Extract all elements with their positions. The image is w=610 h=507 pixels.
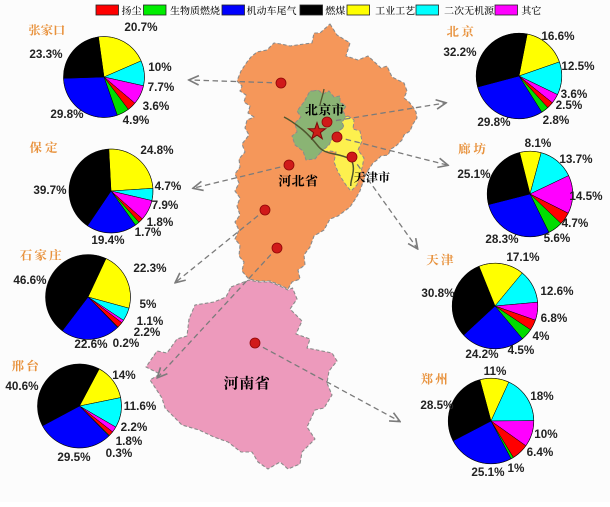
svg-text:32.2%: 32.2% [443, 46, 477, 59]
svg-text:22.3%: 22.3% [133, 262, 167, 275]
svg-text:6.8%: 6.8% [541, 312, 568, 325]
svg-text:2.8%: 2.8% [543, 114, 570, 127]
svg-text:10%: 10% [148, 61, 172, 74]
svg-text:5%: 5% [140, 298, 158, 311]
svg-text:14%: 14% [112, 369, 136, 382]
svg-text:4.9%: 4.9% [123, 114, 150, 127]
svg-text:40.6%: 40.6% [5, 380, 39, 393]
svg-text:13.7%: 13.7% [559, 153, 593, 166]
svg-text:11%: 11% [484, 365, 507, 378]
svg-text:25.1%: 25.1% [471, 466, 505, 479]
svg-text:11.6%: 11.6% [124, 400, 157, 413]
svg-text:29.5%: 29.5% [57, 451, 91, 464]
svg-text:17.1%: 17.1% [506, 251, 540, 264]
svg-text:7.7%: 7.7% [148, 81, 175, 94]
svg-text:2.5%: 2.5% [556, 99, 583, 112]
svg-text:1.8%: 1.8% [116, 435, 143, 448]
svg-text:4.7%: 4.7% [562, 217, 589, 230]
svg-text:19.4%: 19.4% [91, 234, 125, 247]
svg-text:5.6%: 5.6% [544, 232, 571, 245]
svg-text:12.5%: 12.5% [561, 60, 595, 73]
svg-text:22.6%: 22.6% [74, 338, 108, 351]
svg-text:28.3%: 28.3% [485, 233, 519, 246]
svg-text:23.3%: 23.3% [29, 48, 63, 61]
svg-text:4%: 4% [533, 330, 551, 343]
svg-text:4.5%: 4.5% [508, 344, 535, 357]
svg-text:46.6%: 46.6% [13, 274, 47, 287]
svg-text:2.2%: 2.2% [134, 326, 161, 339]
svg-text:39.7%: 39.7% [33, 184, 67, 197]
svg-text:20.7%: 20.7% [124, 21, 158, 34]
svg-text:1%: 1% [508, 462, 526, 475]
svg-text:3.6%: 3.6% [143, 100, 170, 113]
svg-text:25.1%: 25.1% [457, 168, 491, 181]
svg-text:2.2%: 2.2% [121, 421, 148, 434]
svg-text:8.1%: 8.1% [525, 137, 552, 150]
svg-text:10%: 10% [534, 428, 558, 441]
svg-text:28.5%: 28.5% [420, 399, 454, 412]
svg-text:12.6%: 12.6% [540, 285, 574, 298]
svg-text:14.5%: 14.5% [569, 190, 603, 203]
svg-text:7.9%: 7.9% [152, 199, 179, 212]
svg-text:1.7%: 1.7% [135, 226, 162, 239]
svg-text:16.6%: 16.6% [541, 30, 575, 43]
svg-text:29.8%: 29.8% [477, 116, 511, 129]
svg-text:6.4%: 6.4% [527, 446, 554, 459]
svg-text:4.7%: 4.7% [155, 180, 182, 193]
svg-text:1.8%: 1.8% [147, 216, 174, 229]
svg-text:24.8%: 24.8% [140, 144, 174, 157]
svg-text:3.6%: 3.6% [561, 88, 588, 101]
svg-text:24.2%: 24.2% [465, 348, 499, 361]
svg-text:29.8%: 29.8% [50, 108, 84, 121]
svg-text:1.1%: 1.1% [137, 315, 164, 328]
svg-text:0.2%: 0.2% [113, 337, 140, 350]
svg-text:30.8%: 30.8% [421, 287, 455, 300]
svg-text:18%: 18% [530, 390, 554, 403]
svg-text:0.3%: 0.3% [106, 447, 133, 460]
